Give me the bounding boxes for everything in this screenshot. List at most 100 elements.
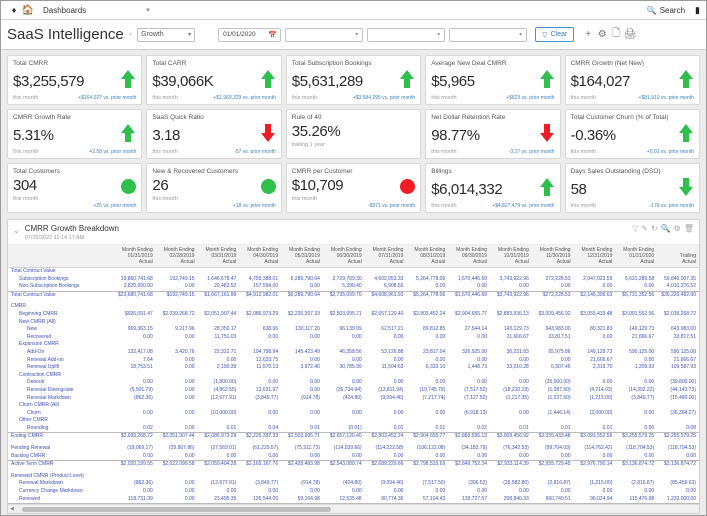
table-column-header[interactable]: Month Ending 08/31/2019 Actual — [406, 245, 449, 268]
table-row[interactable]: Pending Renewal (19,069.17) (29,807.86) (27… — [8, 445, 699, 453]
table-row[interactable]: Renewed CMRR (Product Level) — [8, 473, 699, 481]
table-column-header[interactable]: Month Ending 06/30/2019 Actual — [322, 245, 365, 268]
printer-icon[interactable]: 🖨 — [623, 29, 637, 40]
bookmark-icon[interactable]: ▮ — [695, 4, 700, 15]
table-row[interactable]: Renewal Uplift 18,753.51 0.00 2,190.39 11,57… — [8, 364, 699, 372]
kpi-card[interactable]: Days Sales Outstanding (DSO) 58 this month… — [564, 163, 700, 213]
table-row[interactable]: Non-Subscription Bookings 3,820,000.00 0.0… — [8, 283, 699, 291]
table-row[interactable]: Backlog CMRR 0.00 0.00 0.00 0.00 0.00 0.00 0.00… — [8, 453, 699, 461]
gear-icon[interactable]: ⚙ — [597, 29, 607, 40]
scroll-left-arrow[interactable]: ◀ — [10, 506, 14, 512]
kpi-card[interactable]: Total Customers 304 this month +25 vs. prio… — [7, 163, 143, 213]
table-column-header[interactable]: Month Ending 11/30/2019 Actual — [531, 245, 574, 268]
table-column-header[interactable]: Month Ending 12/31/2019 Actual — [573, 245, 616, 268]
table-row[interactable]: Other CMRR — [8, 417, 699, 425]
filter-dropdown-3[interactable] — [367, 27, 446, 42]
table-row[interactable]: Total Contract Value $23,680,741.68 $192,7… — [8, 290, 699, 300]
table-row[interactable]: Active Term CMRR $2,020,199.55 $2,022,099.… — [8, 460, 699, 469]
kpi-card[interactable]: CMRR Growth Rate 5.31% this month +2.58 vs.… — [7, 109, 143, 159]
table-cell: $2,657,120.40 — [322, 432, 365, 442]
kpi-card[interactable]: Average New Deal CMRR $5,965 this month +$6… — [425, 55, 561, 105]
table-row[interactable]: Subscription Bookings 19,860,741.68 192,74… — [8, 276, 699, 284]
table-cell — [239, 417, 281, 425]
trash-icon[interactable]: 🗑 — [683, 224, 694, 233]
kpi-card[interactable]: New & Recovered Customers 26 this month +18… — [146, 163, 282, 213]
table-row[interactable]: New 969,363.15 9,217.96 28,350.17 638.96 130,… — [8, 326, 699, 334]
table-cell: 0.00 — [268, 488, 279, 495]
table-cell: 27,544.14 — [464, 326, 488, 333]
table-column-header[interactable]: Month Ending 03/31/2019 Actual — [197, 245, 240, 268]
kpi-card[interactable]: Total CARR $39,066K this month +$1,969,329 … — [146, 55, 282, 105]
filter-dropdown-2[interactable] — [285, 27, 364, 42]
table-column-header[interactable]: Month Ending 05/31/2019 Actual — [281, 245, 323, 268]
table-row[interactable]: New CMRR (All) — [8, 319, 699, 327]
kpi-card[interactable]: Total Subscription Bookings $5,631,289 thi… — [285, 55, 422, 105]
home-icon[interactable]: 🏠 — [21, 4, 35, 16]
breadcrumb[interactable]: Dashboards — [43, 5, 87, 15]
gear-icon[interactable]: ⚙ — [673, 224, 681, 233]
table-row[interactable]: Recovered 0.00 0.00 11,751.03 0.00 0.00 0.00 0.… — [8, 334, 699, 342]
table-scroll-region[interactable]: Month Ending 01/31/2019 Actual Month Ending… — [8, 245, 699, 504]
copy-icon[interactable]: 🗋 — [612, 28, 621, 39]
table-cell: 0.00 — [184, 333, 195, 340]
table-row[interactable]: Churn CMRR (All) — [8, 402, 699, 410]
table-column-header[interactable]: Month Ending 10/31/2019 Actual — [490, 245, 532, 268]
filter-dropdown-4[interactable] — [449, 27, 528, 42]
table-column-header[interactable]: Month Ending 01/31/2020 Actual — [615, 245, 658, 268]
refresh-icon[interactable]: ↻ — [651, 224, 658, 233]
chevron-down-icon[interactable]: ▾ — [146, 7, 150, 14]
view-select[interactable]: Growth — [137, 27, 196, 42]
table-row[interactable]: Rounding 0.02 0.00 0.01 0.04 0.01 (0.01) 0.01 0.… — [8, 425, 699, 433]
kpi-card[interactable]: Rule of 40 35.26% trailing 1 year — [285, 109, 422, 159]
table-row[interactable]: Renewal Markdown (862.36) 0.00 (12,677.91) (… — [8, 480, 699, 488]
table-row[interactable]: Renewal Markdown (862.36) 0.00 (12,677.91) (… — [8, 395, 699, 403]
table-column-header[interactable]: Month Ending 09/30/2019 Actual — [448, 245, 491, 268]
table-row[interactable]: Currency Change Markdown 0.00 0.00 0.00 0.00… — [8, 488, 699, 496]
kpi-card[interactable]: Billings $6,014,332 this month +$4,827,479 … — [425, 163, 561, 213]
kpi-card[interactable]: Total Customer Churn (% of Total) -0.36% t… — [564, 109, 700, 159]
table-row[interactable]: Renewal Add-on 7.64 0.00 0.00 12,633.75 0.00 0… — [8, 357, 699, 365]
kpi-delta-label: -57 vs. prior month — [234, 149, 276, 155]
table-cell: (1,800.00) — [213, 379, 237, 386]
table-cell — [448, 473, 490, 481]
calendar-icon[interactable]: 📅 — [268, 31, 278, 39]
magnifier-icon[interactable]: 🔍 — [660, 224, 671, 233]
table-row[interactable]: CMRR — [8, 303, 699, 311]
clear-filters-button[interactable]: ▽ Clear — [535, 27, 575, 42]
table-cell: (3,849.77) — [255, 480, 279, 487]
kpi-card[interactable]: Total CMRR $3,255,579 this month +$164,027 … — [7, 55, 143, 105]
table-row[interactable]: Add-On 132,417.08 3,420.76 22,322.71 104,798… — [8, 349, 699, 357]
funnel-icon[interactable]: ▽ — [632, 224, 639, 233]
kpi-card[interactable]: CMRR Growth (Net New) $164,027 this month +… — [564, 55, 700, 105]
kpi-card[interactable]: Net Dollar Retention Rate 98.77% this mont… — [425, 109, 561, 159]
pencil-icon[interactable]: ✎ — [641, 224, 648, 233]
table-row[interactable]: Beginning CMRR $926,091.47 $2,039,268.72 $2… — [8, 311, 699, 319]
plus-icon[interactable]: + — [585, 29, 592, 40]
kpi-card[interactable]: SaaS Quick Ratio 3.18 this month -57 vs. pr… — [146, 109, 282, 159]
table-column-header[interactable]: Trailing Actual — [657, 245, 699, 268]
table-column-header[interactable]: Month Ending 01/31/2019 Actual — [114, 245, 156, 268]
table-cell: 0.00 — [602, 283, 613, 290]
table-row[interactable]: Renewal Downgrade (5,501.79) 0.00 (4,862.55… — [8, 387, 699, 395]
table-row[interactable]: Debook 0.00 0.00 (1,800.00) 0.00 0.00 0.00 0.00… — [8, 379, 699, 387]
table-cell: 2,190.39 — [216, 364, 237, 371]
pin-icon[interactable]: ♦ — [11, 5, 17, 15]
table-row[interactable]: Expansion CMRR — [8, 341, 699, 349]
search-button[interactable]: 🔍 Search — [647, 6, 685, 15]
row-label: New — [27, 326, 38, 333]
table-row[interactable]: Ending CMRR $2,039,268.72 $2,051,907.44 $2,… — [8, 432, 699, 442]
scrollbar-thumb[interactable] — [21, 506, 331, 512]
kpi-card[interactable]: CMRR per Customer $10,709 this month -$371 … — [285, 163, 422, 213]
table-column-header[interactable]: Month Ending 02/28/2019 Actual — [155, 245, 198, 268]
table-row[interactable]: Total Contract Value — [8, 268, 699, 276]
table-row[interactable]: Contraction CMRR — [8, 372, 699, 380]
date-filter-input[interactable]: 01/01/2020 📅 — [218, 27, 282, 42]
table-cell: 0.00 — [644, 356, 655, 363]
table-column-header[interactable]: Month Ending 07/31/2019 Actual — [364, 245, 407, 268]
table-row[interactable]: Churn 0.00 0.00 (10,000.00) 0.00 0.00 0.00 0.00… — [8, 410, 699, 418]
table-column-header[interactable]: Month Ending 04/30/2019 Actual — [239, 245, 282, 268]
chevron-down-icon[interactable]: ⌄ — [13, 226, 20, 235]
horizontal-scrollbar[interactable]: ◀ — [8, 504, 699, 513]
table-row[interactable]: Renewed 118,731.39 0.00 23,495.35 126,544.05… — [8, 496, 699, 504]
kpi-delta-label: -3.17 vs. prior month — [508, 149, 555, 155]
